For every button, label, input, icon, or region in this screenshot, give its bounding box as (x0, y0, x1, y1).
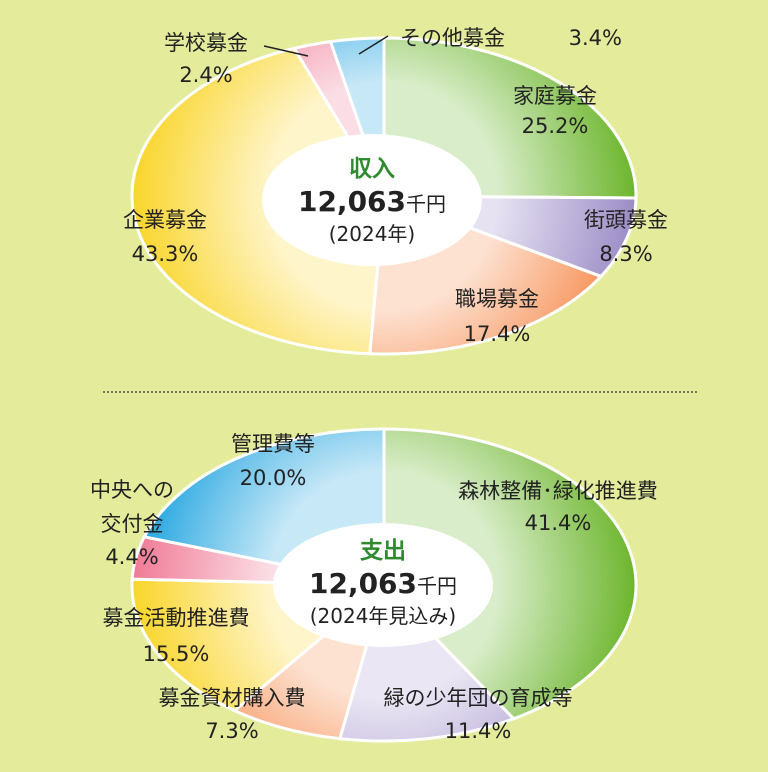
slice-pct-shonendan: 11.4% (445, 719, 512, 743)
expense-total: 12,063千円 (309, 567, 457, 600)
leader-line-sonota (358, 35, 389, 55)
income-slice-3 (130, 46, 386, 356)
expense-donut-chart: 支出 12,063千円 (2024年見込み) 森林整備･緑化推進費 41.4% … (90, 427, 658, 743)
slice-label-kigyo: 企業募金 (123, 208, 207, 232)
income-center-hole (262, 134, 482, 266)
slice-label-kanri: 管理費等 (231, 432, 315, 456)
income-period: (2024年) (329, 222, 416, 246)
slice-label-gaito: 街頭募金 (584, 208, 668, 232)
expense-center-hole (273, 523, 493, 647)
slice-pct-kanri: 20.0% (240, 466, 307, 490)
slice-pct-gakko: 2.4% (179, 63, 232, 87)
income-total: 12,063千円 (298, 185, 446, 218)
slice-label-shizai: 募金資材購入費 (159, 686, 306, 710)
slice-label-gakko: 学校募金 (164, 31, 248, 55)
expense-period: (2024年見込み) (310, 604, 457, 628)
slice-pct-shokuba: 17.4% (464, 322, 531, 346)
expense-total-unit: 千円 (417, 574, 457, 598)
slice-pct-sonota: 3.4% (569, 26, 622, 50)
slice-pct-gaito: 8.3% (599, 242, 652, 266)
slice-pct-shinrin: 41.4% (525, 511, 592, 535)
expense-total-value: 12,063 (309, 567, 417, 600)
slice-label-katsudo: 募金活動推進費 (103, 606, 250, 630)
slice-pct-katsudo: 15.5% (143, 642, 210, 666)
slice-label-chuo-line2: 交付金 (101, 512, 164, 536)
slice-pct-chuo: 4.4% (105, 545, 158, 569)
leader-line-gakko (263, 45, 309, 57)
slice-label-shinrin: 森林整備･緑化推進費 (458, 479, 658, 503)
slice-label-chuo-line1: 中央への (90, 478, 174, 502)
expense-slice-0 (382, 427, 638, 721)
income-title: 収入 (349, 156, 395, 182)
slice-label-shonendan: 緑の少年団の育成等 (384, 686, 573, 710)
slice-label-katei: 家庭募金 (513, 84, 597, 108)
slice-pct-kigyo: 43.3% (132, 242, 199, 266)
slice-pct-katei: 25.2% (522, 114, 589, 138)
income-total-unit: 千円 (406, 192, 446, 216)
expense-title: 支出 (359, 538, 406, 564)
slice-pct-shizai: 7.3% (205, 719, 258, 743)
income-total-value: 12,063 (298, 185, 406, 218)
slice-label-sonota: その他募金 (400, 26, 505, 50)
slice-label-shokuba: 職場募金 (455, 287, 539, 311)
income-donut-chart: 収入 12,063千円 (2024年) 家庭募金 25.2% 街頭募金 8.3%… (123, 26, 668, 356)
